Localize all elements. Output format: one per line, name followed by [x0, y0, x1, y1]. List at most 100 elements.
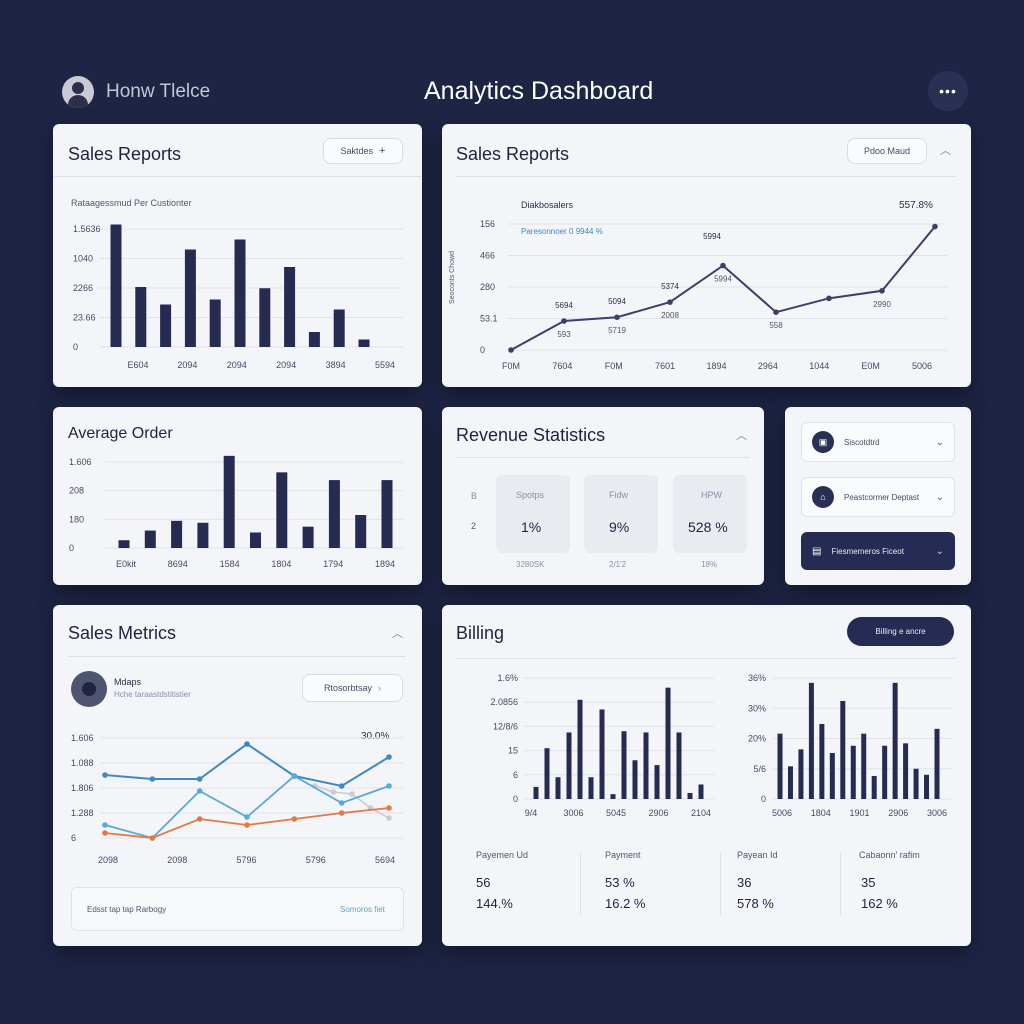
footer-bar[interactable]: Edsst tap tap Rarbogy Somoros fiet	[71, 887, 404, 931]
bar	[555, 777, 561, 799]
x-tick-label: 8694	[168, 559, 188, 569]
x-tick-label: 3894	[326, 360, 346, 370]
profile-sub: Hche taraastdstitistier	[114, 690, 191, 699]
bar	[924, 774, 930, 799]
stat-value: 144.%	[476, 896, 513, 911]
x-tick-label: E604	[127, 360, 148, 370]
dropdown-select[interactable]: ⌂ Peastcormer Deptast ⌄	[801, 477, 955, 517]
stat-foot: 18%	[701, 560, 718, 569]
x-tick-label: 1044	[809, 361, 829, 371]
filter-label: Pdoo Maud	[863, 146, 911, 156]
bar	[621, 731, 627, 799]
bar	[184, 249, 196, 347]
x-tick-label: 2906	[888, 808, 908, 818]
bar	[355, 515, 367, 548]
bar	[328, 480, 340, 548]
y-tick-label: 1.606	[69, 457, 92, 467]
data-point	[349, 791, 355, 797]
bar	[333, 309, 345, 347]
stat-value: 578 %	[737, 896, 774, 911]
data-point	[508, 347, 514, 353]
stat-head: HPW	[701, 490, 722, 500]
stat-label: Cabaonn' rafim	[859, 850, 920, 860]
x-tick-label: 2104	[691, 808, 711, 818]
bar	[250, 532, 261, 548]
y-tick-label: 2.0856	[490, 697, 518, 707]
data-point	[102, 830, 108, 836]
data-point	[338, 810, 345, 816]
y-tick-label: 280	[480, 282, 495, 292]
y-tick-label: 12/8/6	[493, 721, 518, 731]
footer-left-label: Edsst tap tap Rarbogy	[87, 905, 167, 914]
more-button[interactable]: •••	[928, 71, 968, 111]
chevron-down-icon: ⌄	[935, 436, 944, 448]
bar	[276, 472, 288, 548]
dropdown-label: Peastcormer Deptast	[844, 492, 920, 502]
bar	[698, 784, 704, 799]
billing-button[interactable]: Billing e ancre	[847, 617, 954, 646]
stat-value: 56	[476, 875, 491, 890]
x-tick-label: 2094	[276, 360, 296, 370]
data-point	[196, 816, 203, 822]
bar	[676, 732, 682, 799]
bar	[160, 304, 172, 347]
sales-line-chart: 156 466 280 53.1 0 593 5719 2008 5994 558 2990 5694…	[480, 219, 947, 371]
top-right-value: 30.0%	[361, 731, 390, 742]
stat-box[interactable]: Spotps 1%	[496, 475, 570, 553]
selectors-card: ▣ Siscotdtrd ⌄ ⌂ Peastcormer Deptast ⌄ ▤…	[785, 407, 971, 585]
point-label: 2008	[661, 311, 679, 320]
bar	[819, 723, 825, 799]
y-tick-label: 1.5636	[73, 224, 101, 234]
bar	[850, 745, 856, 799]
folder-icon: ▤	[812, 545, 822, 557]
bar	[654, 765, 660, 799]
x-tick-label: F0M	[605, 361, 623, 371]
point-label: 2990	[873, 300, 891, 309]
y-tick-label: 36%	[748, 673, 766, 683]
stat-value: 162 %	[861, 896, 898, 911]
card-title: Billing	[456, 623, 505, 643]
data-point	[386, 815, 392, 821]
chevron-up-icon[interactable]: ︿	[736, 430, 747, 442]
y-tick-label: 23.66	[73, 313, 96, 323]
bar	[892, 682, 898, 799]
chevron-down-icon: ⌄	[935, 491, 944, 503]
stat-value: 16.2 %	[605, 896, 646, 911]
y-tick-label: 180	[69, 514, 84, 524]
x-tick-label: 2094	[177, 360, 197, 370]
bar	[171, 520, 183, 548]
series-line	[104, 742, 390, 788]
x-tick-label: 1804	[811, 808, 831, 818]
stat-box[interactable]: HPW 528 %	[673, 475, 747, 553]
filter-button[interactable]: Saktdes +	[323, 138, 403, 164]
report-button[interactable]: Rtosorbtsay ›	[302, 674, 403, 702]
bar	[144, 530, 156, 548]
filter-button[interactable]: Pdoo Maud	[847, 138, 927, 164]
dropdown-select[interactable]: ▣ Siscotdtrd ⌄	[801, 422, 955, 462]
y-tick-label: 6	[513, 770, 518, 780]
bar	[787, 766, 793, 799]
data-point	[667, 299, 673, 305]
y-tick-label: 1.288	[71, 808, 94, 818]
row-label: 2	[471, 521, 477, 531]
dropdown-label: Siscotdtrd	[844, 437, 880, 447]
chevron-up-icon[interactable]: ︿	[392, 628, 403, 640]
x-tick-label: E0kit	[116, 559, 137, 569]
y-tick-label: 208	[69, 486, 84, 496]
button-label: Rtosorbtsay	[323, 683, 373, 693]
plus-icon: +	[379, 145, 386, 157]
data-point	[102, 822, 108, 828]
data-point	[826, 295, 832, 302]
footer-right-link[interactable]: Somoros fiet	[340, 905, 385, 914]
y-tick-label: 1.606	[71, 733, 94, 743]
avatar[interactable]	[62, 76, 94, 108]
sales-bar-chart: 1.5636 1040 2266 23.66 0 E604 2094 2094 2094 3894…	[73, 224, 403, 370]
bar	[533, 786, 539, 799]
stat-box[interactable]: Fidw 9%	[584, 475, 658, 553]
stat-value: 35	[861, 875, 876, 890]
y-tick-label: 6	[71, 833, 76, 843]
bar	[829, 753, 835, 799]
chevron-up-icon[interactable]: ︿	[940, 145, 951, 157]
stat-head: Fidw	[609, 490, 629, 500]
dropdown-select-active[interactable]: ▤ Fiesmemeros Ficeot ⌄	[801, 532, 955, 570]
